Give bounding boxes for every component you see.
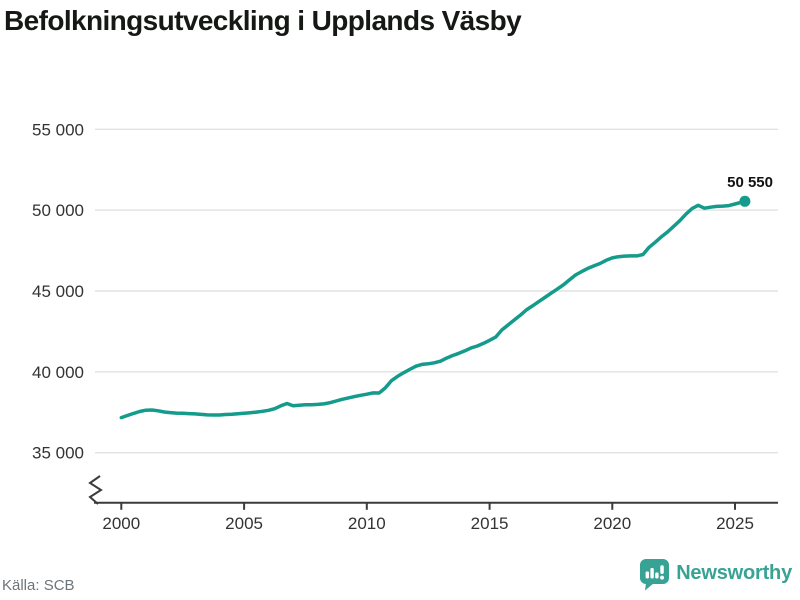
y-axis-tick-label: 55 000	[32, 120, 84, 139]
x-axis-tick-label: 2020	[593, 514, 631, 533]
latest-value-label: 50 550	[727, 174, 773, 191]
y-axis-break-icon	[88, 475, 103, 505]
latest-value-marker	[739, 195, 751, 207]
newsworthy-bubble-icon	[640, 559, 670, 591]
y-axis-tick-label: 50 000	[32, 201, 84, 220]
x-axis-tick-label: 2025	[716, 514, 754, 533]
y-axis-tick-label: 45 000	[32, 282, 84, 301]
population-line	[119, 199, 747, 420]
newsworthy-logo[interactable]: Newsworthy	[640, 558, 792, 592]
newsworthy-wordmark: Newsworthy	[676, 562, 792, 584]
source-caption: Källa: SCB	[2, 577, 75, 594]
x-axis-tick-label: 2000	[102, 514, 140, 533]
x-axis-tick-label: 2010	[348, 514, 386, 533]
x-axis-tick-label: 2005	[225, 514, 263, 533]
y-axis-tick-label: 35 000	[32, 444, 84, 463]
y-axis-tick-label: 40 000	[32, 363, 84, 382]
chart-title: Befolkningsutveckling i Upplands Väsby	[4, 5, 522, 36]
population-line-chart: 35 000 40 000 45 000 50 000 55 000 2000 2005 20…	[32, 120, 778, 533]
x-axis-tick-label: 2015	[471, 514, 509, 533]
